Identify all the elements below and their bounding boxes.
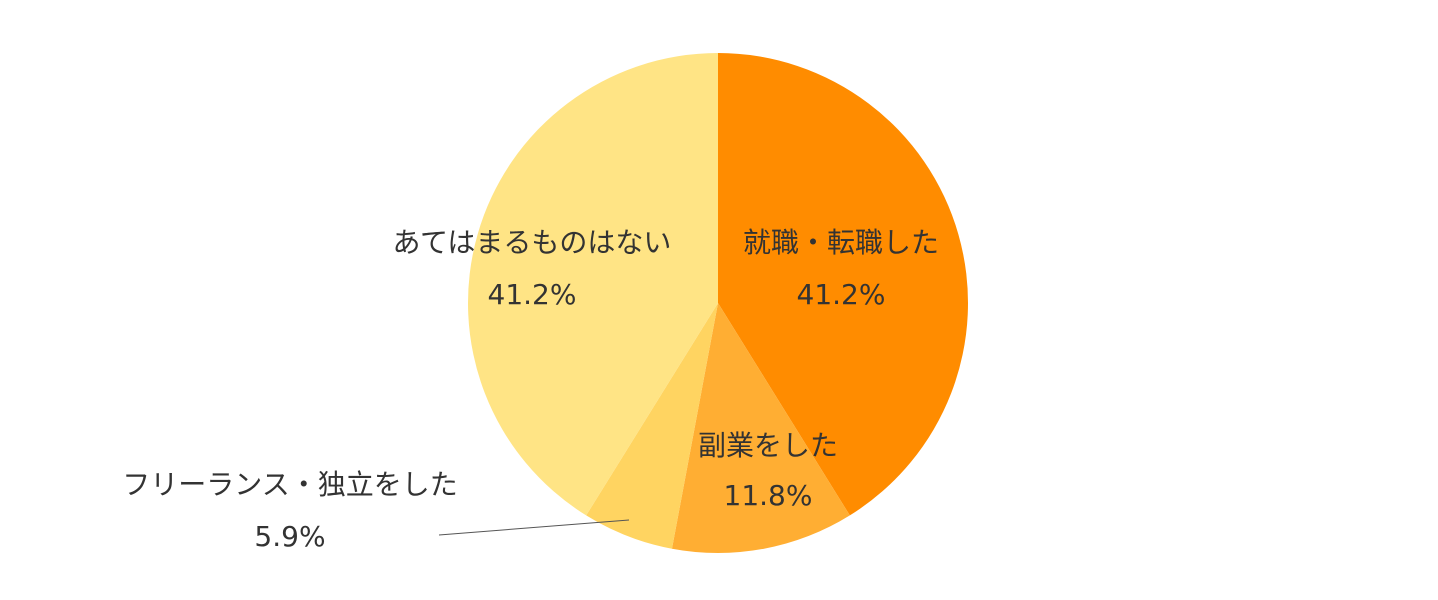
slice-label-freelance: フリーランス・独立をした <box>122 468 457 501</box>
slice-label-none: あてはまるものはない <box>393 226 672 259</box>
slice-value-freelance: 5.9% <box>254 520 325 553</box>
slice-freelance <box>586 303 718 549</box>
slice-label-job-change: 就職・転職した <box>743 226 939 259</box>
slice-job-change <box>718 53 969 516</box>
slice-none <box>468 53 718 516</box>
slice-label-side-job: 副業をした <box>698 429 838 462</box>
slice-value-side-job: 11.8% <box>724 479 813 512</box>
slice-value-job-change: 41.2% <box>797 278 886 311</box>
slice-value-none: 41.2% <box>488 278 577 311</box>
slice-side-job <box>671 303 850 554</box>
leader-line-freelance <box>438 519 630 536</box>
pie-slices <box>468 53 969 554</box>
pie-labels: 就職・転職した 41.2% 副業をした 11.8% フリーランス・独立をした 5… <box>122 226 939 553</box>
